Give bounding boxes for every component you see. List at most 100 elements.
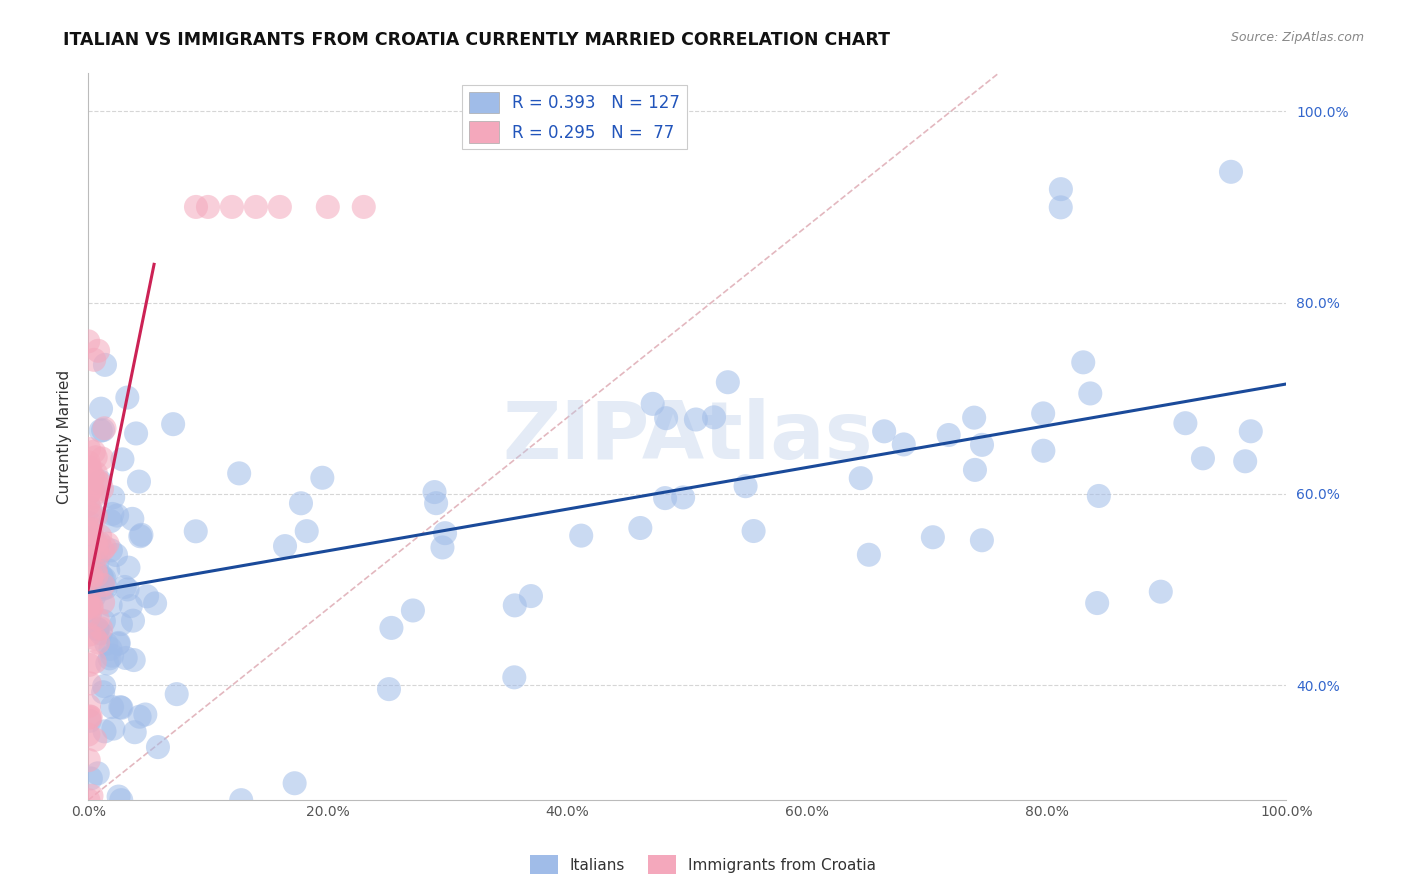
- Point: [434, 526, 457, 541]
- Point: [103, 722, 125, 736]
- Point: [77, 442, 100, 456]
- Point: [110, 700, 132, 714]
- Point: [80, 578, 103, 592]
- Point: [77, 523, 100, 537]
- Point: [136, 589, 159, 603]
- Point: [84, 450, 107, 465]
- Point: [101, 490, 124, 504]
- Point: [79, 461, 101, 475]
- Point: [98, 651, 121, 665]
- Point: [284, 776, 307, 790]
- Point: [117, 582, 139, 597]
- Text: ZIPAtlas: ZIPAtlas: [502, 398, 873, 475]
- Point: [77, 485, 100, 500]
- Point: [83, 352, 105, 367]
- Point: [128, 709, 150, 723]
- Point: [79, 709, 101, 723]
- Point: [77, 545, 100, 559]
- Point: [87, 766, 110, 780]
- Point: [432, 541, 454, 555]
- Point: [93, 614, 115, 628]
- Point: [107, 637, 129, 651]
- Point: [79, 508, 101, 522]
- Point: [79, 714, 101, 728]
- Point: [734, 479, 756, 493]
- Point: [703, 410, 725, 425]
- Point: [89, 529, 111, 543]
- Point: [86, 556, 108, 570]
- Point: [290, 496, 312, 510]
- Point: [101, 507, 124, 521]
- Point: [79, 516, 101, 530]
- Point: [97, 563, 120, 577]
- Point: [79, 607, 101, 621]
- Point: [77, 498, 100, 512]
- Point: [1220, 165, 1243, 179]
- Point: [90, 626, 112, 640]
- Point: [79, 627, 101, 641]
- Point: [114, 651, 136, 665]
- Point: [380, 621, 402, 635]
- Point: [91, 578, 114, 592]
- Point: [107, 636, 129, 650]
- Point: [114, 580, 136, 594]
- Point: [84, 466, 107, 480]
- Point: [84, 535, 107, 549]
- Point: [569, 528, 592, 542]
- Point: [146, 740, 169, 755]
- Text: ITALIAN VS IMMIGRANTS FROM CROATIA CURRENTLY MARRIED CORRELATION CHART: ITALIAN VS IMMIGRANTS FROM CROATIA CURRE…: [63, 31, 890, 49]
- Point: [111, 452, 134, 467]
- Point: [117, 560, 139, 574]
- Point: [86, 568, 108, 582]
- Point: [858, 548, 880, 562]
- Point: [86, 612, 108, 626]
- Point: [184, 524, 207, 539]
- Point: [87, 343, 110, 358]
- Point: [80, 569, 103, 583]
- Point: [80, 526, 103, 541]
- Point: [1174, 416, 1197, 430]
- Point: [963, 410, 986, 425]
- Point: [90, 424, 112, 438]
- Point: [80, 789, 103, 803]
- Point: [378, 682, 401, 697]
- Point: [93, 679, 115, 693]
- Point: [87, 548, 110, 562]
- Point: [84, 632, 107, 646]
- Point: [893, 437, 915, 451]
- Point: [82, 491, 104, 505]
- Point: [93, 421, 115, 435]
- Point: [77, 568, 100, 582]
- Point: [83, 444, 105, 458]
- Point: [89, 476, 111, 491]
- Point: [970, 438, 993, 452]
- Point: [311, 471, 333, 485]
- Point: [91, 685, 114, 699]
- Point: [87, 535, 110, 549]
- Point: [96, 637, 118, 651]
- Point: [94, 358, 117, 372]
- Point: [79, 676, 101, 690]
- Point: [184, 200, 207, 214]
- Point: [77, 609, 100, 624]
- Point: [425, 496, 447, 510]
- Point: [101, 648, 124, 663]
- Point: [93, 724, 115, 739]
- Point: [83, 487, 105, 501]
- Text: Source: ZipAtlas.com: Source: ZipAtlas.com: [1230, 31, 1364, 45]
- Point: [316, 200, 339, 214]
- Point: [938, 428, 960, 442]
- Point: [84, 732, 107, 747]
- Point: [1150, 584, 1173, 599]
- Point: [91, 451, 114, 466]
- Point: [143, 596, 166, 610]
- Point: [100, 543, 122, 558]
- Point: [94, 541, 117, 555]
- Point: [131, 528, 153, 542]
- Point: [94, 581, 117, 595]
- Point: [82, 530, 104, 544]
- Point: [91, 542, 114, 557]
- Point: [197, 200, 219, 214]
- Point: [402, 603, 425, 617]
- Point: [970, 533, 993, 548]
